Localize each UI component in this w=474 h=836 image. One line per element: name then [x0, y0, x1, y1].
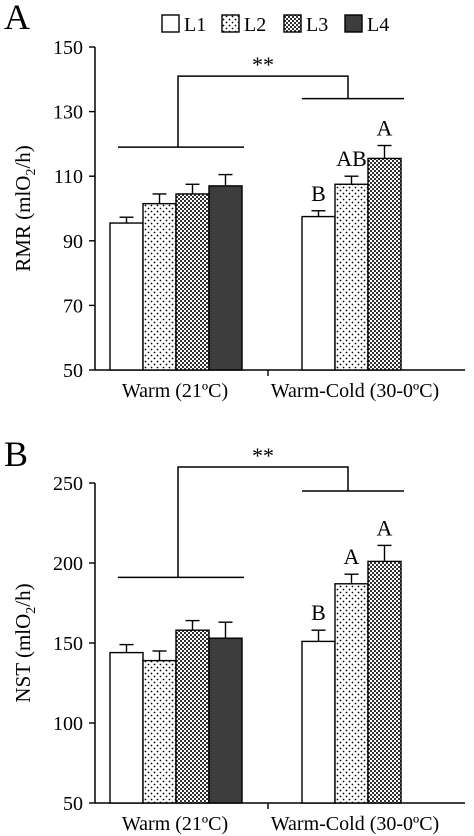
legend-label-l4: L4: [367, 14, 389, 36]
panel-b-y-tick-label: 200: [53, 553, 83, 575]
legend-label-l3: L3: [306, 14, 328, 36]
panel-b-bar-l1: [301, 640, 336, 804]
panel-b: B 50 100 150 200 250 Warm (21ºC) Warm-Cold (30-…: [4, 434, 465, 835]
panel-b-y-tick-label: 100: [53, 713, 83, 735]
legend-label-l1: L1: [184, 14, 206, 36]
panel-a-y-axis-title: RMR (mlO2/h): [11, 145, 39, 272]
legend: L1 L2 L3 L4: [161, 14, 389, 36]
legend-swatch-l2: [221, 14, 240, 33]
panel-a-significance-letter: AB: [336, 146, 367, 171]
panel-a-y-tick-label: 50: [63, 360, 83, 382]
panel-a-bar-l1: [109, 222, 144, 371]
panel-b-significance-letter: A: [344, 544, 360, 569]
legend-item-l4: L4: [344, 14, 389, 36]
legend-swatch-l4: [344, 14, 363, 33]
panel-b-comparison-bracket: [177, 466, 349, 578]
panel-a-comparison-bracket: [177, 75, 349, 148]
panel-b-y-tick-label: 50: [63, 793, 83, 815]
panel-b-bar-l1: [109, 651, 144, 804]
panel-b-bar-l2: [142, 659, 177, 804]
panel-b-y-tick-label: 150: [53, 633, 83, 655]
panel-a-significance-stars: **: [252, 52, 274, 77]
legend-label-l2: L2: [244, 14, 266, 36]
panel-a-panel-label: A: [4, 0, 30, 37]
panel-b-bar-l3: [175, 629, 210, 804]
panel-a-category-label: Warm (21ºC): [122, 380, 228, 402]
panel-a-y-tick-label: 90: [63, 231, 83, 253]
legend-item-l3: L3: [283, 14, 328, 36]
panel-a-category-label: Warm-Cold (30-0ºC): [271, 380, 439, 402]
panel-b-category-label: Warm (21ºC): [122, 813, 228, 835]
panel-b-y-tick-label: 250: [53, 473, 83, 495]
panel-b-bar-l3: [367, 560, 402, 804]
legend-swatch-l3: [283, 14, 302, 33]
panel-a-significance-letter: A: [377, 116, 393, 141]
legend-swatch-l1: [161, 14, 180, 33]
panel-a-y-tick-label: 130: [53, 102, 83, 124]
panel-b-bar-l4: [208, 637, 243, 804]
panel-a-bar-l2: [334, 183, 369, 371]
panel-a-y-tick-label: 150: [53, 37, 83, 59]
legend-item-l1: L1: [161, 14, 206, 36]
panel-a-bar-l3: [175, 193, 210, 371]
panel-a-bar-l3: [367, 157, 402, 371]
panel-b-significance-stars: **: [252, 443, 274, 468]
panel-b-category-label: Warm-Cold (30-0ºC): [271, 813, 439, 835]
panel-b-panel-label: B: [4, 434, 28, 474]
panel-b-significance-letter: A: [377, 515, 393, 540]
panel-a-bar-l2: [142, 202, 177, 371]
panel-b-y-axis-title: NST (mlO2/h): [11, 583, 39, 702]
panel-b-bar-l2: [334, 583, 369, 804]
panel-a-bar-l1: [301, 215, 336, 371]
panel-a-significance-letter: B: [311, 181, 326, 206]
panel-a-bar-l4: [208, 185, 243, 371]
panel-a-y-tick-label: 70: [63, 295, 83, 317]
panel-a: A 50 70 90 110 130 150 Warm (21ºC) Warm-Cold (30…: [4, 0, 465, 402]
panel-a-y-tick-label: 110: [54, 166, 83, 188]
legend-item-l2: L2: [221, 14, 266, 36]
panel-b-significance-letter: B: [311, 600, 326, 625]
